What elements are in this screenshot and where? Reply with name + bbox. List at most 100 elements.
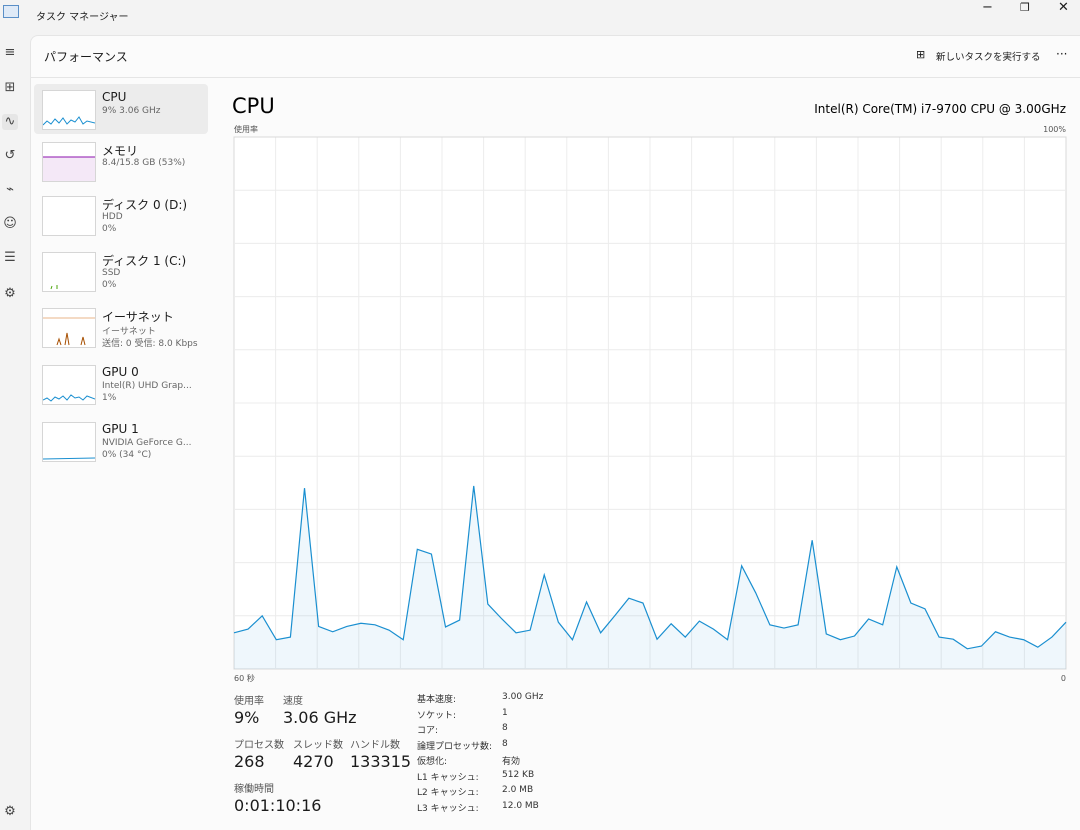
device-item[interactable]: GPU 0 Intel(R) UHD Grap... 1% — [34, 359, 208, 409]
details-icon[interactable]: ☰ — [4, 250, 16, 265]
x-start-label: 60 秒 — [234, 673, 255, 683]
restore-button[interactable]: ❐ — [1020, 1, 1030, 14]
stat-value: 268 — [234, 752, 265, 771]
x-end-label: 0 — [1061, 674, 1066, 683]
spec-label: L2 キャッシュ: — [417, 788, 479, 798]
spec-value: 512 KB — [502, 769, 535, 780]
y-tick-label: 100% — [1043, 125, 1066, 134]
stat-value: 0:01:10:16 — [234, 796, 322, 815]
divider — [30, 77, 1080, 78]
device-name: GPU 1 — [102, 422, 139, 436]
device-detail: NVIDIA GeForce G... — [102, 438, 192, 448]
performance-icon[interactable]: ∿ — [2, 114, 18, 130]
device-detail: 0% (34 °C) — [102, 450, 152, 460]
close-button[interactable]: ✕ — [1058, 0, 1069, 15]
device-detail: 送信: 0 受信: 8.0 Kbps — [102, 339, 198, 349]
device-detail: 9% 3.06 GHz — [102, 106, 161, 116]
device-name: CPU — [102, 90, 127, 104]
device-name: イーサネット — [102, 310, 174, 324]
thumbnail-line — [50, 285, 58, 290]
device-thumbnail — [42, 196, 96, 236]
spec-label: コア: — [417, 726, 439, 736]
stat-value: 133315 — [350, 752, 412, 771]
spec-label: L1 キャッシュ: — [417, 772, 479, 783]
device-item[interactable]: GPU 1 NVIDIA GeForce G... 0% (34 °C) — [34, 416, 208, 466]
minimize-button[interactable]: − — [982, 0, 993, 15]
spec-label: 基本速度: — [417, 695, 457, 705]
cpu-line — [233, 485, 1067, 650]
device-detail: 8.4/15.8 GB (53%) — [102, 158, 186, 168]
device-thumbnail — [42, 252, 96, 292]
device-thumbnail — [42, 422, 96, 462]
thumbnail-line — [42, 394, 96, 402]
spec-value: 8 — [502, 738, 508, 749]
app-icon — [3, 5, 19, 18]
spec-value: 1 — [502, 707, 508, 718]
startup-icon[interactable]: ⌁ — [6, 182, 14, 197]
device-thumbnail — [42, 365, 96, 405]
device-thumbnail — [42, 308, 96, 348]
spec-value: 8 — [502, 723, 508, 733]
spec-value: 2.0 MB — [502, 785, 534, 795]
spec-label: 仮想化: — [417, 757, 448, 767]
device-detail: Intel(R) UHD Grap... — [102, 381, 192, 391]
thumbnail-graph — [43, 156, 95, 181]
thumbnail-area — [43, 157, 95, 181]
device-item[interactable]: ディスク 1 (C:) SSD 0% — [34, 246, 208, 296]
stat-label: 速度 — [283, 696, 303, 707]
thumbnail-graph — [42, 394, 96, 402]
thumbnail-line — [42, 457, 96, 460]
stat-value: 9% — [234, 708, 260, 727]
device-detail: 0% — [102, 280, 117, 290]
spec-value: 12.0 MB — [502, 800, 539, 811]
page-title: パフォーマンス — [44, 50, 128, 64]
stat-value: 4270 — [293, 752, 334, 771]
device-item[interactable]: イーサネット イーサネット 送信: 0 受信: 8.0 Kbps — [34, 302, 208, 352]
device-thumbnail — [42, 90, 96, 130]
spec-label: 論理プロセッサ数: — [417, 741, 493, 752]
spec-label: ソケット: — [417, 710, 457, 721]
run-task-icon[interactable]: ⊞ — [916, 48, 926, 61]
stat-label: スレッド数 — [293, 740, 343, 751]
device-detail: 0% — [102, 224, 117, 234]
menu-icon[interactable]: ≡ — [4, 45, 16, 60]
device-detail: SSD — [102, 268, 121, 278]
users-icon[interactable]: ☺ — [3, 216, 17, 231]
thumbnail-line — [42, 116, 96, 126]
device-name: メモリ — [102, 144, 139, 158]
y-axis-label: 使用率 — [234, 124, 258, 134]
history-icon[interactable]: ↺ — [4, 148, 16, 163]
device-detail: 1% — [102, 393, 117, 403]
stat-label: ハンドル数 — [350, 740, 400, 751]
processes-icon[interactable]: ⊞ — [4, 80, 16, 95]
device-name: GPU 0 — [102, 365, 139, 379]
chart-title: CPU — [232, 94, 275, 118]
device-name: ディスク 0 (D:) — [102, 198, 188, 212]
thumbnail-line — [56, 332, 86, 346]
settings-icon[interactable]: ⚙ — [4, 804, 16, 819]
device-thumbnail — [42, 142, 96, 182]
device-detail: イーサネット — [102, 327, 156, 337]
device-item[interactable]: メモリ 8.4/15.8 GB (53%) — [34, 136, 208, 186]
device-item[interactable]: ディスク 0 (D:) HDD 0% — [34, 190, 208, 240]
window-title: タスク マネージャー — [36, 12, 129, 23]
spec-value: 3.00 GHz — [502, 692, 544, 702]
run-task-button[interactable]: 新しいタスクを実行する — [936, 52, 1041, 63]
device-item[interactable]: CPU 9% 3.06 GHz — [34, 84, 208, 134]
thumbnail-graph — [42, 457, 96, 460]
stat-value: 3.06 GHz — [283, 708, 357, 727]
device-detail: HDD — [102, 212, 123, 222]
spec-value: 有効 — [502, 757, 521, 767]
thumbnail-graph — [42, 116, 96, 126]
area — [234, 485, 1066, 669]
more-button[interactable]: ··· — [1056, 47, 1068, 61]
services-icon[interactable]: ⚙ — [4, 286, 16, 301]
stat-label: 使用率 — [234, 696, 264, 707]
device-name: ディスク 1 (C:) — [102, 254, 187, 268]
chart-subtitle: Intel(R) Core(TM) i7-9700 CPU @ 3.00GHz — [814, 102, 1066, 116]
thumbnail-graph — [43, 317, 95, 346]
spec-label: L3 キャッシュ: — [417, 803, 479, 814]
stat-label: プロセス数 — [234, 740, 284, 751]
